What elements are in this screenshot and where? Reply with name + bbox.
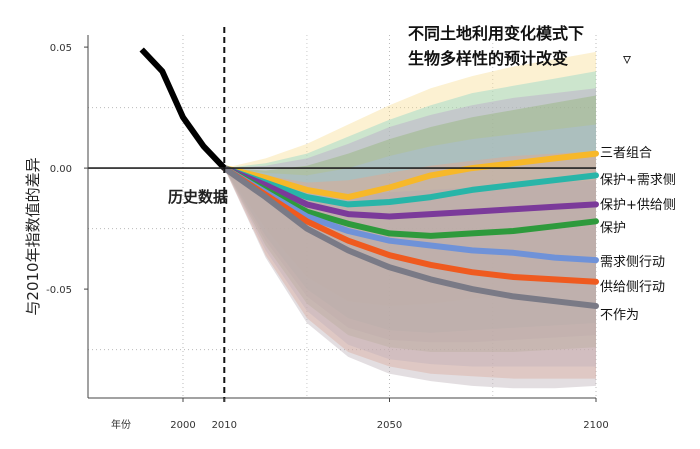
- legend-label-1: 保护+需求侧: [600, 173, 676, 188]
- legend-label-6: 不作为: [600, 308, 639, 323]
- chart-title-line-1: 不同土地利用变化模式下: [408, 24, 584, 43]
- x-axis-label: 年份: [111, 418, 131, 431]
- x-tick-label-3: 2100: [583, 420, 608, 431]
- y-tick-label-0: 0.05: [50, 43, 72, 54]
- chart-title-line-2: 生物多样性的预计改变: [408, 49, 568, 68]
- y-tick-label-1: 0.00: [50, 164, 72, 175]
- series-lines: [139, 47, 599, 309]
- x-tick-label-2: 2050: [377, 420, 402, 431]
- legend-label-2: 保护+供给侧: [600, 198, 676, 213]
- series-line-4: [221, 165, 599, 264]
- series-line-5: [221, 165, 599, 285]
- series-line-0: [221, 150, 599, 201]
- historical-line: [139, 47, 227, 171]
- legend-label-4: 需求侧行动: [600, 255, 665, 270]
- title-marker: ▿: [623, 49, 631, 68]
- x-tick-label-0: 2000: [170, 420, 195, 431]
- y-tick-label-2: -0.05: [46, 285, 72, 296]
- series-line-3: [221, 165, 599, 239]
- series-line-2: [221, 165, 599, 220]
- legend-label-5: 供给侧行动: [600, 280, 665, 295]
- series-line-6: [221, 165, 599, 309]
- uncertainty-bands: [224, 51, 597, 389]
- axes: 0.05 0.00 -0.05 2000 2010 2050 2100: [46, 27, 609, 431]
- y-axis-label: 与2010年指数值的差异: [24, 157, 42, 315]
- gridlines: [88, 35, 597, 398]
- legend-label-0: 三者组合: [600, 146, 652, 161]
- legend-label-3: 保护: [600, 221, 626, 236]
- x-tick-label-1: 2010: [212, 420, 237, 431]
- historical-annotation: 历史数据: [168, 188, 228, 206]
- band-3: [224, 95, 597, 352]
- series-line-1: [221, 165, 599, 208]
